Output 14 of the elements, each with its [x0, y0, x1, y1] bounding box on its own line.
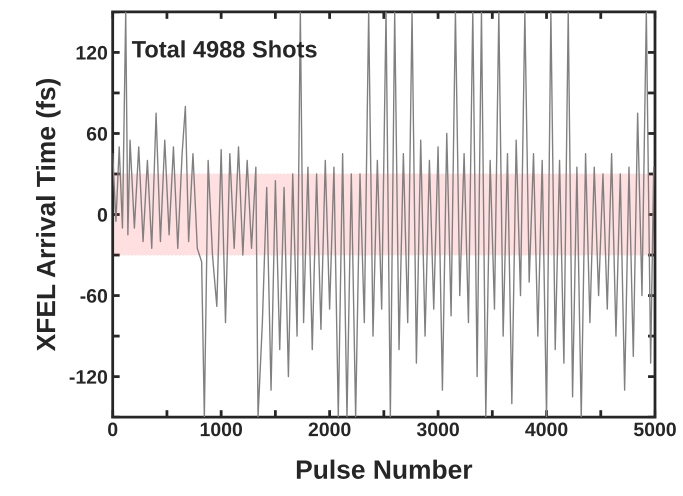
y-tick-label: 0: [98, 208, 108, 222]
x-tick-label: 1000: [200, 422, 242, 436]
y-tick-label: 120: [76, 46, 108, 60]
y-tick-label: 60: [86, 126, 108, 141]
line-series: [112, 12, 654, 418]
y-tick-label: -60: [80, 289, 108, 303]
y-axis-title: XFEL Arrival Time (fs): [36, 78, 61, 352]
x-axis-title: Pulse Number: [296, 460, 472, 479]
x-tick-label: 2000: [308, 422, 350, 436]
x-tick-label: 3000: [416, 422, 459, 436]
x-tick-label: 5000: [634, 422, 676, 436]
x-tick-label: 4000: [525, 422, 568, 436]
y-tick-label: -120: [70, 370, 108, 384]
x-tick-label: 0: [108, 422, 118, 436]
